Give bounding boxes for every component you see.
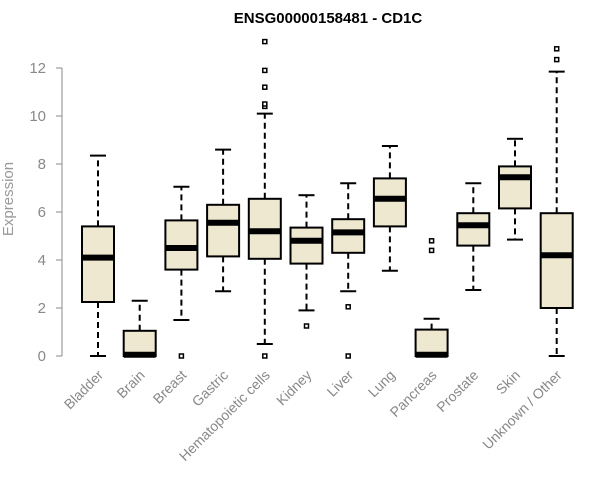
box-group — [331, 182, 366, 359]
y-axis-label: Expression — [0, 162, 17, 236]
outlier-point — [428, 247, 435, 254]
y-tick-label: 2 — [38, 300, 46, 317]
y-tick-label: 4 — [38, 252, 46, 269]
outlier-point — [303, 323, 310, 329]
box-group — [289, 194, 324, 329]
outlier-point — [553, 46, 560, 52]
box-iqr — [498, 165, 532, 210]
x-tick-label: Prostate — [433, 367, 481, 415]
box-iqr — [414, 328, 449, 358]
outlier-point — [262, 101, 268, 107]
x-tick-label: Kidney — [273, 367, 315, 409]
box-iqr — [81, 225, 115, 303]
outlier-point — [262, 353, 268, 359]
box-group — [372, 145, 407, 272]
x-tick-label: Bladder — [61, 367, 107, 413]
x-tick-label: Brain — [113, 367, 147, 401]
outlier-point — [428, 238, 435, 244]
outlier-point — [178, 353, 185, 359]
outlier-point — [262, 38, 268, 45]
x-tick-label: Lung — [365, 367, 398, 400]
box-iqr — [456, 212, 491, 247]
box-iqr — [289, 226, 324, 265]
box-group — [164, 185, 199, 359]
box-iqr — [331, 218, 366, 254]
box-iqr — [206, 203, 241, 258]
outlier-point — [262, 84, 268, 90]
box-group — [456, 182, 491, 291]
x-tick-label: Unknown / Other — [479, 367, 565, 453]
y-axis: 0 2 4 6 8 10 12 — [29, 60, 63, 365]
box-group — [122, 299, 157, 358]
outlier-point — [345, 304, 351, 310]
box-iqr — [539, 212, 574, 309]
x-tick-label: Breast — [150, 367, 190, 407]
chart-title: ENSG00000158481 - CD1C — [234, 10, 423, 27]
box-iqr — [372, 177, 407, 228]
box-group — [247, 38, 282, 359]
y-tick-label: 12 — [29, 60, 46, 77]
y-tick-label: 6 — [38, 204, 46, 221]
outlier-point — [262, 67, 268, 74]
box-group — [539, 46, 574, 357]
y-tick-label: 0 — [38, 348, 46, 365]
boxes-layer — [81, 38, 574, 359]
box-group — [81, 154, 115, 357]
x-tick-label: Liver — [324, 367, 357, 400]
y-tick-label: 8 — [38, 156, 46, 173]
x-tick-label: Skin — [493, 367, 524, 398]
box-group — [206, 148, 241, 293]
outlier-point — [553, 56, 560, 63]
outlier-point — [345, 353, 351, 359]
y-tick-label: 10 — [29, 108, 46, 125]
box-group — [498, 137, 532, 241]
box-group — [414, 238, 449, 358]
